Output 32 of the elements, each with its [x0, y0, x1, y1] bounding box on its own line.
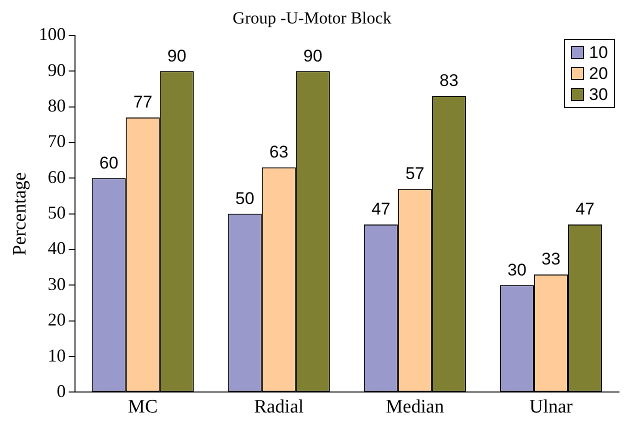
data-label: 50 — [235, 188, 254, 208]
y-tick-label: 90 — [48, 60, 66, 80]
y-tick-label: 50 — [48, 202, 66, 223]
legend-label: 30 — [589, 84, 608, 106]
data-label: 60 — [99, 153, 118, 172]
y-tick-label: 100 — [38, 24, 66, 44]
data-label: 90 — [303, 46, 322, 66]
x-tick-label: MC — [128, 396, 158, 418]
y-tick-label: 10 — [48, 345, 66, 366]
y-tick-label: 30 — [48, 274, 66, 294]
data-label: 63 — [269, 142, 288, 162]
y-tick-label: 60 — [48, 166, 66, 187]
data-label: 83 — [439, 71, 458, 90]
data-label: 47 — [371, 200, 390, 219]
data-label: 90 — [167, 46, 186, 66]
legend-label: 20 — [589, 63, 608, 84]
x-tick-label: Median — [386, 396, 444, 418]
legend-label: 10 — [589, 42, 608, 64]
y-axis-title: Percentage — [9, 172, 30, 256]
chart-title: Group -U-Motor Block — [232, 8, 392, 28]
y-tick-label: 80 — [48, 95, 66, 116]
x-tick-label: Radial — [254, 396, 304, 418]
data-label: 33 — [542, 250, 560, 269]
y-tick-label: 0 — [56, 380, 66, 401]
data-label: 77 — [133, 92, 152, 112]
y-tick-label: 20 — [48, 310, 66, 330]
data-label: 30 — [508, 260, 526, 280]
y-tick-label: 40 — [48, 238, 66, 258]
y-tick-label: 70 — [48, 131, 66, 152]
data-label: 57 — [405, 164, 424, 184]
x-tick-label: Ulnar — [529, 396, 574, 418]
data-label: 47 — [576, 200, 594, 219]
